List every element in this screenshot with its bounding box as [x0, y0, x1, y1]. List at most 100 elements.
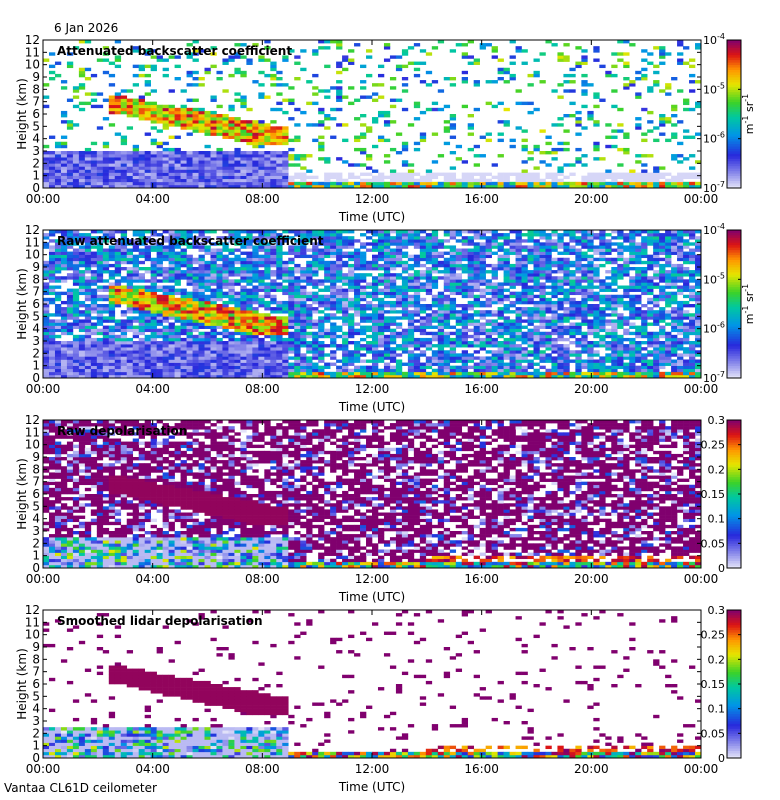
heatmap-cell — [48, 135, 56, 139]
heatmap-cell — [114, 337, 122, 342]
heatmap-cell — [210, 276, 217, 280]
heatmap-cell — [258, 356, 265, 360]
heatmap-cell — [407, 319, 415, 323]
heatmap-cell — [96, 230, 104, 234]
heatmap-cell — [234, 126, 241, 130]
heatmap-cell — [72, 163, 80, 167]
x-tick-label: 16:00 — [464, 192, 499, 206]
heatmap-cell — [401, 181, 409, 186]
heatmap-cell — [180, 356, 187, 360]
heatmap-cell — [144, 236, 151, 240]
y-tick-label: 0 — [32, 181, 40, 195]
heatmap-cell — [348, 307, 355, 311]
heatmap-cell — [240, 310, 247, 314]
heatmap-cell — [240, 230, 247, 234]
heatmap-cell — [204, 260, 211, 265]
heatmap-cell — [449, 359, 457, 363]
heatmap-cell — [204, 172, 211, 176]
heatmap-cell — [354, 285, 361, 289]
heatmap-cell — [521, 169, 528, 173]
heatmap-cell — [168, 263, 175, 268]
heatmap-cell — [204, 110, 211, 115]
heatmap-cell — [66, 353, 74, 357]
heatmap-cell — [336, 344, 343, 348]
heatmap-cell — [222, 359, 229, 363]
heatmap-cell — [665, 92, 672, 96]
heatmap-cell — [497, 300, 504, 305]
heatmap-cell — [246, 325, 253, 329]
heatmap-cell — [90, 328, 98, 333]
heatmap-cell — [336, 236, 343, 240]
heatmap-cell — [389, 350, 397, 354]
heatmap-cell — [60, 328, 68, 333]
heatmap-cell — [342, 55, 349, 59]
heatmap-cell — [252, 184, 259, 189]
heatmap-cell — [108, 307, 116, 311]
heatmap-cell — [407, 297, 415, 302]
heatmap-cell — [389, 169, 397, 173]
heatmap-cell — [54, 365, 62, 370]
heatmap-cell — [479, 46, 486, 50]
heatmap-cell — [437, 300, 445, 305]
heatmap-cell — [252, 160, 259, 164]
heatmap-cell — [425, 307, 433, 311]
heatmap-cell — [186, 43, 193, 47]
heatmap-cell — [330, 260, 337, 265]
heatmap-cell — [467, 300, 474, 305]
heatmap-cell — [288, 154, 295, 158]
heatmap-cell — [144, 254, 151, 259]
heatmap-cell — [342, 356, 349, 360]
heatmap-cell — [150, 138, 157, 143]
heatmap-cell — [276, 251, 283, 255]
heatmap-cell — [162, 245, 169, 249]
heatmap-cell — [276, 166, 283, 170]
heatmap — [43, 230, 702, 379]
heatmap-cell — [43, 374, 50, 379]
heatmap-cell — [431, 371, 439, 376]
heatmap-cell — [288, 300, 295, 305]
heatmap-cell — [473, 58, 480, 62]
heatmap-cell — [330, 288, 337, 292]
heatmap-cell — [461, 257, 469, 262]
heatmap-cell — [425, 70, 433, 75]
heatmap-cell — [407, 184, 415, 189]
heatmap-cell — [312, 300, 319, 305]
heatmap-cell — [228, 157, 235, 161]
heatmap-cell — [443, 270, 451, 274]
heatmap-cell — [467, 242, 474, 246]
heatmap-cell — [276, 135, 283, 139]
heatmap-cell — [90, 294, 98, 299]
heatmap-cell — [174, 114, 181, 118]
heatmap-cell — [695, 46, 702, 50]
heatmap-cell — [431, 356, 439, 360]
heatmap-cell — [521, 175, 528, 180]
heatmap-cell — [377, 279, 385, 283]
heatmap-cell — [138, 325, 145, 329]
heatmap-cell — [192, 307, 199, 311]
heatmap-cell — [216, 331, 223, 336]
heatmap-cell — [228, 291, 235, 296]
heatmap-cell — [461, 251, 469, 255]
heatmap-cell — [96, 356, 104, 360]
heatmap-cell — [360, 297, 367, 302]
heatmap-cell — [174, 273, 181, 277]
heatmap-cell — [389, 77, 397, 81]
heatmap-cell — [473, 61, 480, 65]
heatmap-cell — [168, 245, 175, 249]
heatmap-cell — [348, 184, 355, 189]
heatmap-cell — [144, 300, 151, 305]
heatmap-cell — [342, 138, 349, 143]
heatmap-cell — [557, 83, 564, 87]
heatmap-cell — [419, 307, 427, 311]
heatmap-cell — [72, 154, 80, 158]
heatmap-cell — [300, 362, 307, 366]
heatmap-cell — [84, 279, 92, 283]
heatmap-cell — [174, 242, 181, 246]
heatmap-cell — [617, 107, 624, 112]
heatmap-cell — [234, 166, 241, 170]
heatmap-cell — [120, 160, 128, 164]
colorbar-segment — [727, 94, 741, 98]
heatmap-cell — [108, 350, 116, 354]
heatmap-cell — [96, 157, 104, 161]
heatmap-cell — [366, 291, 373, 296]
